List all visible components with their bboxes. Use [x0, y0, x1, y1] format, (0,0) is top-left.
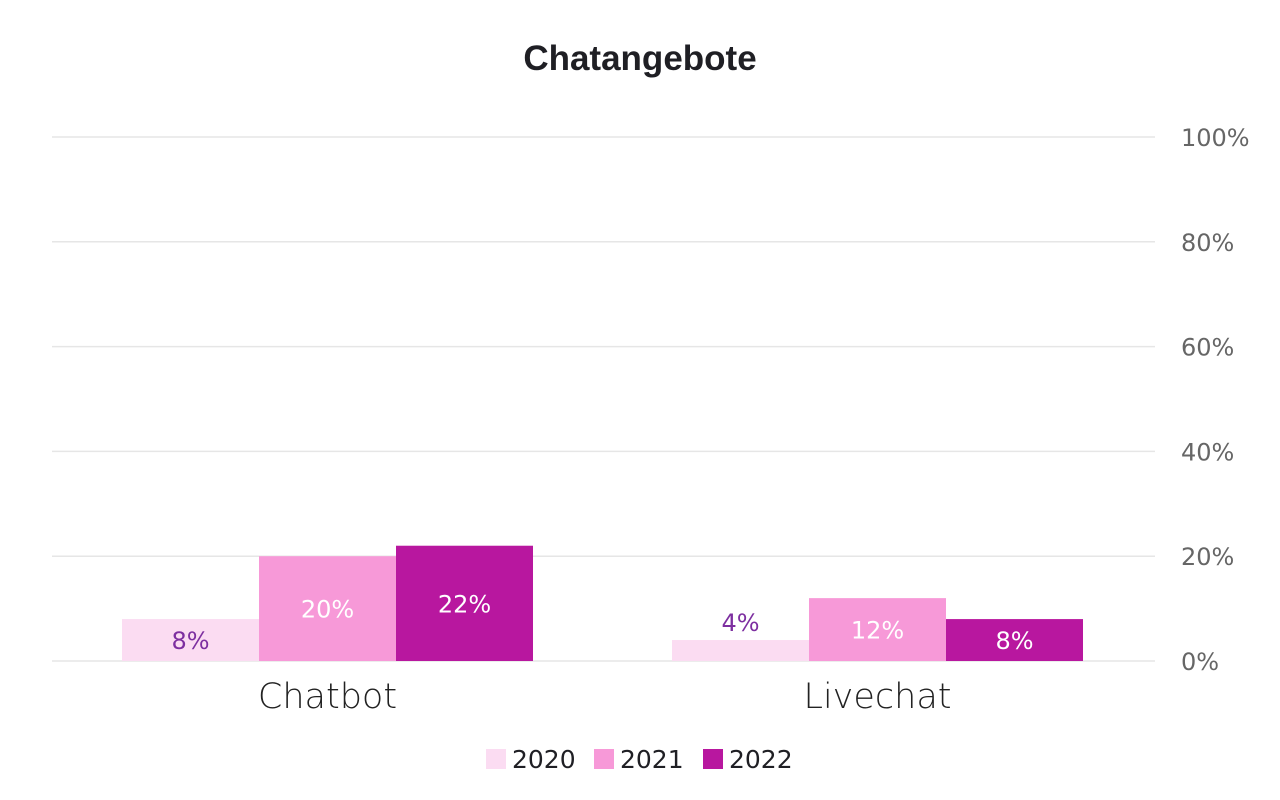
category-label: Livechat — [803, 677, 951, 717]
data-label-chatbot-2022: 22% — [438, 590, 491, 618]
legend-swatch-2021 — [594, 749, 614, 769]
category-labels: Chatbot Livechat — [258, 677, 952, 717]
bar-livechat-2020 — [672, 640, 809, 661]
bar-chatbot-2021 — [259, 556, 396, 661]
data-label-chatbot-2021: 20% — [301, 596, 354, 624]
data-label-livechat-2021: 12% — [851, 617, 904, 645]
bar-chatbot-2022 — [396, 545, 533, 661]
bar-chatbot-2020 — [122, 619, 259, 661]
legend-label-2020: 2020 — [512, 745, 576, 774]
bar-livechat-2022 — [946, 619, 1083, 661]
bar-livechat-2021 — [809, 598, 946, 661]
category-label: Chatbot — [258, 677, 397, 717]
legend-label-2021: 2021 — [620, 745, 684, 774]
legend-swatch-2020 — [486, 749, 506, 769]
legend-label-2022: 2022 — [729, 745, 793, 774]
y-tick-label: 40% — [1181, 438, 1234, 466]
legend: 2020 2021 2022 — [486, 745, 793, 774]
y-tick-label: 0% — [1181, 648, 1219, 676]
legend-swatch-2022 — [703, 749, 723, 769]
y-tick-label: 60% — [1181, 334, 1234, 362]
data-label-livechat-2020: 4% — [721, 609, 759, 637]
gridlines — [52, 136, 1155, 662]
y-tick-label: 80% — [1181, 229, 1234, 257]
bars — [122, 545, 1083, 661]
data-label-livechat-2022: 8% — [995, 627, 1033, 655]
data-labels: 8% 20% 22% 4% 12% 8% — [171, 590, 1033, 655]
y-axis-ticks: 0% 20% 40% 60% 80% 100% — [1181, 124, 1250, 676]
y-tick-label: 20% — [1181, 543, 1234, 571]
chart-title: Chatangebote — [523, 39, 756, 78]
data-label-chatbot-2020: 8% — [171, 627, 209, 655]
y-tick-label: 100% — [1181, 124, 1250, 152]
